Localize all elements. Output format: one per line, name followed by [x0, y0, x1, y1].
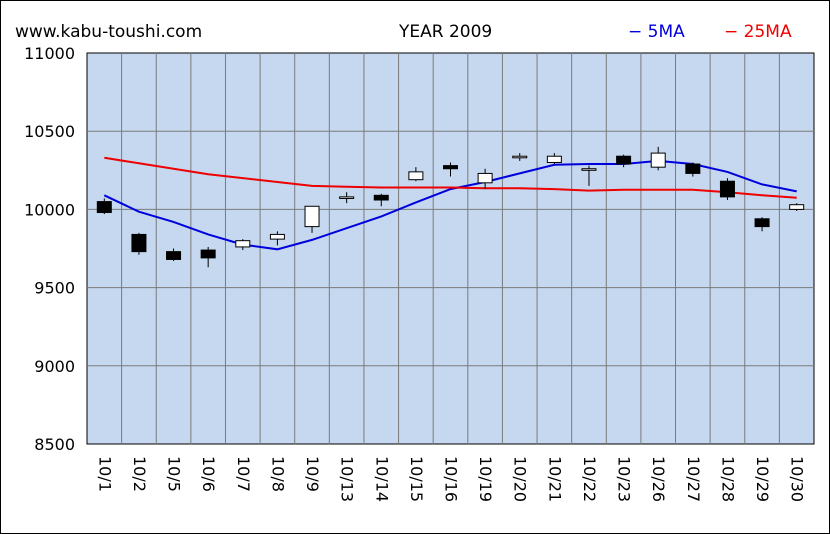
- legend-25ma: − 25MA: [724, 22, 792, 42]
- x-tick-label: 10/19: [476, 456, 495, 502]
- candle-up: [581, 168, 597, 171]
- candle-down: [719, 180, 735, 198]
- x-tick-label: 10/26: [649, 456, 668, 502]
- x-tick-label: 10/27: [684, 456, 703, 502]
- x-tick-label: 10/8: [268, 456, 287, 492]
- candle-down: [166, 251, 182, 260]
- x-tick-label: 10/1: [95, 456, 114, 492]
- x-tick-label: 10/14: [372, 456, 391, 502]
- candle-up: [512, 155, 528, 159]
- x-tick-label: 10/29: [753, 456, 772, 502]
- moving-averages: [103, 156, 797, 251]
- x-tick-label: 10/9: [303, 456, 322, 492]
- candle-up: [269, 233, 285, 240]
- candle-up: [235, 240, 251, 248]
- x-tick-label: 10/16: [442, 456, 461, 502]
- candle-down: [96, 201, 112, 214]
- x-tick-label: 10/28: [718, 456, 737, 502]
- candles: [96, 146, 805, 268]
- grid: [87, 53, 814, 444]
- x-tick-label: 10/6: [199, 456, 218, 492]
- candle-up: [477, 172, 493, 184]
- x-tick-label: 10/30: [788, 456, 807, 502]
- y-tick-label: 8500: [34, 435, 75, 454]
- candle-down: [754, 218, 770, 228]
- x-tick-label: 10/15: [407, 456, 426, 502]
- candle-up: [339, 196, 355, 199]
- candle-down: [131, 233, 147, 253]
- axes: 8500 9000 9500 10000 10500 11000 10/1 10/2 10/5 1…: [24, 44, 807, 502]
- candle-up: [304, 205, 320, 228]
- y-tick-label: 9000: [34, 357, 75, 376]
- x-tick-label: 10/20: [511, 456, 530, 502]
- series-line-5ma: [103, 159, 797, 251]
- x-tick-label: 10/7: [234, 456, 253, 492]
- candle-down: [443, 165, 458, 170]
- chart-title: YEAR 2009: [398, 22, 492, 42]
- legend-5ma: − 5MA: [628, 22, 685, 42]
- y-tick-label: 9500: [34, 279, 75, 298]
- plot-area: [86, 52, 815, 445]
- candle-down: [200, 249, 216, 259]
- candle-up: [408, 171, 424, 181]
- x-tick-label: 10/23: [615, 456, 634, 502]
- site-url: www.kabu-toushi.com: [15, 22, 202, 42]
- x-tick-label: 10/22: [580, 456, 599, 502]
- x-tick-label: 10/5: [165, 456, 184, 492]
- candle-up: [789, 204, 805, 210]
- candle-down: [616, 155, 632, 165]
- y-tick-label: 11000: [24, 44, 75, 63]
- candle-down: [373, 194, 389, 201]
- x-tick-label: 10/21: [545, 456, 564, 502]
- candle-down: [685, 163, 701, 174]
- series-line-25ma: [104, 156, 797, 199]
- y-tick-label: 10500: [24, 122, 75, 141]
- candle-up: [546, 155, 562, 163]
- x-tick-label: 10/2: [130, 456, 149, 492]
- candle-up: [650, 152, 666, 168]
- y-tick-label: 10000: [24, 200, 75, 219]
- x-tick-label: 10/13: [338, 456, 357, 502]
